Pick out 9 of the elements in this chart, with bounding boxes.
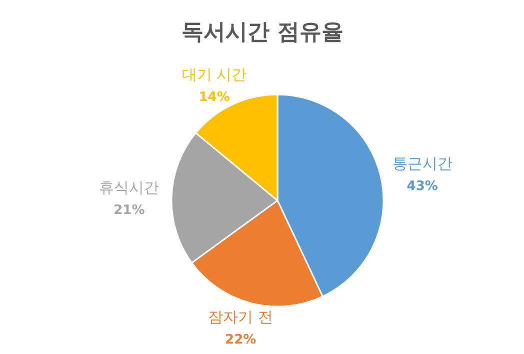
data-label: 14% — [198, 90, 230, 105]
chart-title: 독서시간 점유율 — [182, 20, 344, 45]
slice-label: 대기 시간 — [182, 65, 247, 84]
slice-label: 잠자기 전 — [208, 308, 273, 326]
data-label: 43% — [406, 178, 438, 194]
data-label: 21% — [114, 202, 145, 218]
data-label: 22% — [225, 332, 256, 348]
slice-label: 통근시간 — [392, 154, 452, 172]
slice-label: 휴식시간 — [99, 178, 160, 196]
